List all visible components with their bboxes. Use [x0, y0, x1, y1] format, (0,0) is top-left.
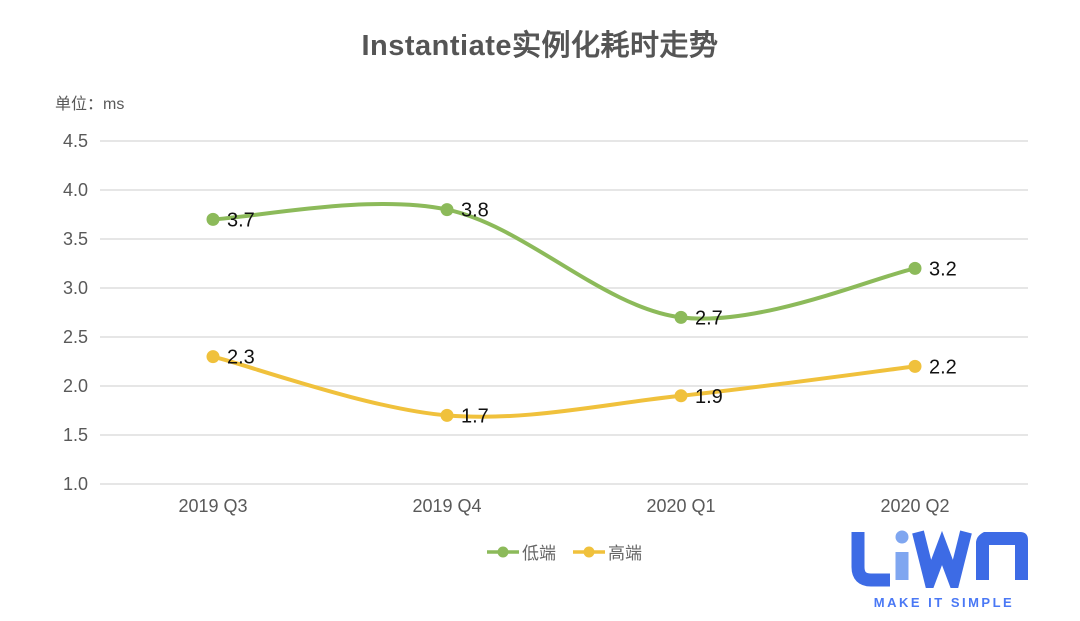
brand-tagline: MAKE IT SIMPLE [873, 595, 1015, 610]
data-point-label: 3.2 [929, 258, 957, 280]
chart-title: Instantiate实例化耗时走势 [361, 30, 719, 62]
x-tick-label: 2020 Q1 [646, 496, 715, 516]
data-point-高端 [206, 350, 220, 364]
data-point-label: 1.9 [695, 386, 723, 408]
y-tick-label: 3.0 [63, 278, 88, 298]
data-point-label: 3.7 [227, 209, 255, 231]
x-tick-label: 2020 Q2 [880, 496, 949, 516]
data-point-label: 2.7 [695, 307, 723, 329]
legend-marker-low-end-icon [487, 546, 519, 557]
data-point-label: 2.3 [227, 347, 255, 369]
y-tick-label: 2.5 [63, 327, 88, 347]
data-point-高端 [908, 359, 922, 373]
y-tick-label: 4.5 [63, 131, 88, 151]
y-tick-label: 1.5 [63, 425, 88, 445]
data-point-低端 [674, 310, 688, 324]
x-tick-label: 2019 Q4 [412, 496, 481, 516]
data-point-低端 [440, 203, 454, 217]
data-point-label: 1.7 [461, 405, 489, 427]
y-tick-label: 3.5 [63, 229, 88, 249]
data-point-低端 [206, 212, 220, 226]
legend-item-low-end[interactable]: 低端 [486, 539, 556, 564]
series-line-高端 [211, 354, 917, 419]
legend-label-high-end: 高端 [608, 544, 642, 563]
brand-logo: MAKE IT SIMPLE [848, 528, 1040, 610]
liwa-wordmark-icon [851, 530, 1028, 601]
y-tick-label: 4.0 [63, 180, 88, 200]
y-tick-label: 2.0 [63, 376, 88, 396]
data-point-高端 [674, 389, 688, 403]
unit-label: 单位：ms [55, 96, 125, 113]
legend-item-high-end[interactable]: 高端 [572, 539, 642, 564]
legend: 低端 高端 [100, 539, 1028, 564]
y-tick-label: 1.0 [63, 474, 88, 494]
data-point-低端 [908, 261, 922, 275]
data-point-高端 [440, 408, 454, 422]
legend-marker-high-end-icon [573, 546, 605, 557]
series-line-低端 [211, 202, 917, 321]
x-tick-label: 2019 Q3 [178, 496, 247, 516]
data-point-label: 2.2 [929, 356, 957, 378]
legend-label-low-end: 低端 [522, 544, 556, 563]
data-point-label: 3.8 [461, 200, 489, 222]
